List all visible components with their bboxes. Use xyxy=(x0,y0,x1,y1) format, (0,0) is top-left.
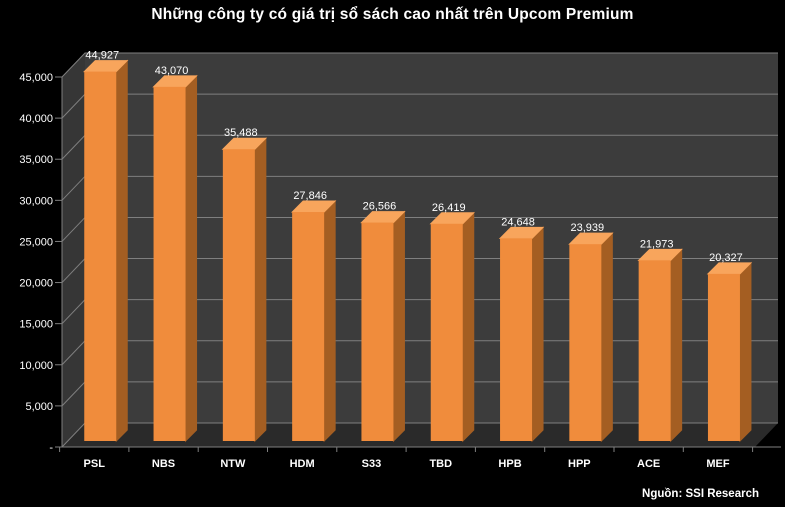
bar-TBD xyxy=(430,223,463,441)
bar-side-NTW xyxy=(254,137,267,443)
y-tick-label: 45,000 xyxy=(19,72,53,84)
bar-value-label: 20,327 xyxy=(709,252,743,264)
bar-S33 xyxy=(361,222,394,441)
source-note: Nguồn: SSI Research xyxy=(642,488,759,500)
bar-value-label: 26,566 xyxy=(363,201,397,213)
bar-side-PSL xyxy=(115,59,128,443)
bar-value-label: 35,488 xyxy=(224,127,258,139)
bar-value-label: 21,973 xyxy=(640,238,674,250)
x-category-label: NBS xyxy=(152,458,175,470)
x-category-label: HPP xyxy=(568,458,591,470)
bar-side-HPP xyxy=(600,231,613,443)
bar-HPP xyxy=(569,244,602,441)
bar-HDM xyxy=(292,212,325,441)
gridline xyxy=(61,52,778,78)
bar-PSL xyxy=(84,71,117,441)
bar-ACE xyxy=(638,260,671,441)
y-tick-label: 40,000 xyxy=(19,113,53,125)
x-category-label: TBD xyxy=(429,458,452,470)
bar-MEF xyxy=(707,273,740,441)
bar-HPB xyxy=(500,238,533,441)
y-tick-label: 20,000 xyxy=(19,278,53,290)
bar-value-label: 44,927 xyxy=(85,50,119,62)
bar-side-ACE xyxy=(670,248,683,443)
bar-side-TBD xyxy=(462,211,475,443)
chart-title: Những công ty có giá trị sổ sách cao nhấ… xyxy=(151,6,634,23)
bar-side-S33 xyxy=(392,210,405,443)
x-category-label: PSL xyxy=(84,458,106,470)
x-category-label: HDM xyxy=(290,458,315,470)
bar-side-HPB xyxy=(531,226,544,443)
bar-value-label: 24,648 xyxy=(501,216,535,228)
bar-NTW xyxy=(222,149,255,441)
bar-value-label: 26,419 xyxy=(432,202,466,214)
y-tick-label: 15,000 xyxy=(19,319,53,331)
y-tick-label: 35,000 xyxy=(19,154,53,166)
y-tick-label: 25,000 xyxy=(19,236,53,248)
bar-side-NBS xyxy=(185,74,198,443)
x-category-label: NTW xyxy=(220,458,246,470)
y-tick-label: 5,000 xyxy=(25,401,53,413)
bar-side-HDM xyxy=(323,199,336,443)
bar-NBS xyxy=(153,86,186,441)
y-tick-label: - xyxy=(49,442,53,454)
bar-value-label: 27,846 xyxy=(293,190,327,202)
y-tick-label: 30,000 xyxy=(19,195,53,207)
x-category-label: S33 xyxy=(362,458,382,470)
x-category-label: MEF xyxy=(706,458,730,470)
bar-value-label: 23,939 xyxy=(571,222,605,234)
bar-value-label: 43,070 xyxy=(155,65,189,77)
y-tick-label: 10,000 xyxy=(19,360,53,372)
x-category-label: HPB xyxy=(498,458,521,470)
chart-side-wall xyxy=(62,53,85,447)
bar-side-MEF xyxy=(739,261,752,443)
x-category-label: ACE xyxy=(637,458,660,470)
